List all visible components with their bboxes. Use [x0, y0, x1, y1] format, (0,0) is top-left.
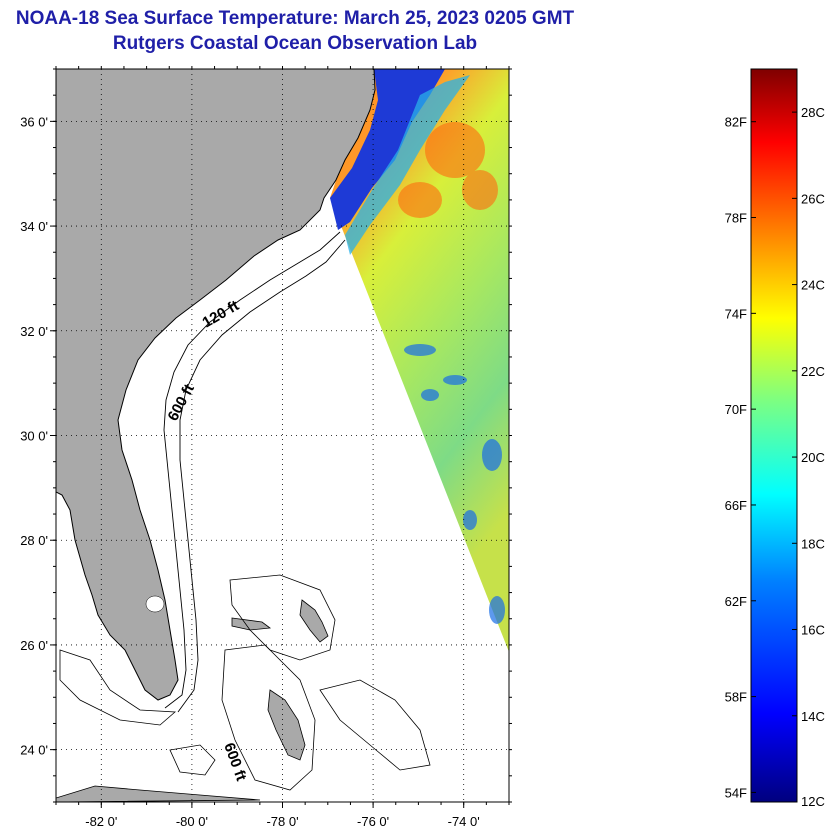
colorbar-label-f: 82F	[725, 115, 747, 130]
colorbar-label-c: 22C	[801, 364, 825, 379]
colorbar-label-f: 78F	[725, 211, 747, 226]
colorbar-label-c: 26C	[801, 191, 825, 206]
cuba-coast	[56, 785, 261, 802]
colorbar-label-c: 20C	[801, 450, 825, 465]
bahamas-andros	[267, 689, 306, 761]
colorbar-label-c: 14C	[801, 709, 825, 724]
colorbar-label-f: 74F	[725, 306, 747, 321]
tick-label-lon: -80 0'	[176, 814, 208, 829]
contour-cuba	[169, 744, 216, 776]
colorbar-label-f: 54F	[725, 785, 747, 800]
contour-bahamas-south	[221, 644, 316, 791]
colorbar-label-f: 58F	[725, 690, 747, 705]
colorbar-label-f: 62F	[725, 594, 747, 609]
colorbar-label-f: 66F	[725, 498, 747, 513]
tick-label-lat: 26 0'	[20, 638, 48, 653]
colorbar	[750, 68, 798, 803]
map-title: NOAA-18 Sea Surface Temperature: March 2…	[15, 8, 575, 29]
colorbar-label-f: 70F	[725, 402, 747, 417]
tick-label-lon: -74 0'	[448, 814, 480, 829]
tick-label-lat: 30 0'	[20, 429, 48, 444]
tick-label-lon: -82 0'	[85, 814, 117, 829]
map-grid	[56, 69, 509, 802]
tick-label-lat: 24 0'	[20, 743, 48, 758]
contour-bahamas-east	[319, 679, 431, 771]
colorbar-label-c: 24C	[801, 278, 825, 293]
colorbar-label-c: 12C	[801, 794, 825, 809]
tick-label-lon: -78 0'	[266, 814, 298, 829]
colorbar-labels: 28C 26C 24C 22C 20C 18C 16C 14C 12C 82F 78F 74F 70F 6…	[725, 105, 825, 809]
map-ticks: -82 0' -80 0' -78 0' -76 0' -74 0' 36 0' 34 0'…	[20, 66, 512, 829]
lake-okeechobee	[145, 595, 165, 613]
tick-label-lat: 32 0'	[20, 324, 48, 339]
warm-features	[398, 122, 498, 218]
colorbar-label-c: 16C	[801, 623, 825, 638]
tick-label-lat: 28 0'	[20, 533, 48, 548]
map-subtitle: Rutgers Coastal Ocean Observation Lab	[112, 33, 478, 54]
bahamas-grand	[231, 617, 272, 631]
tick-label-lat: 36 0'	[20, 114, 48, 129]
colorbar-label-c: 18C	[801, 536, 825, 551]
cool-water-band	[345, 75, 470, 255]
contour-keys	[59, 649, 177, 726]
contour-bahamas	[229, 574, 336, 661]
cool-eddies	[404, 344, 505, 624]
tick-label-lon: -76 0'	[357, 814, 389, 829]
us-land	[56, 69, 376, 701]
bahamas-abaco	[299, 599, 329, 643]
colorbar-label-c: 28C	[801, 105, 825, 120]
contour-120ft	[163, 231, 341, 709]
contour-600ft	[177, 239, 346, 713]
tick-label-lat: 34 0'	[20, 219, 48, 234]
